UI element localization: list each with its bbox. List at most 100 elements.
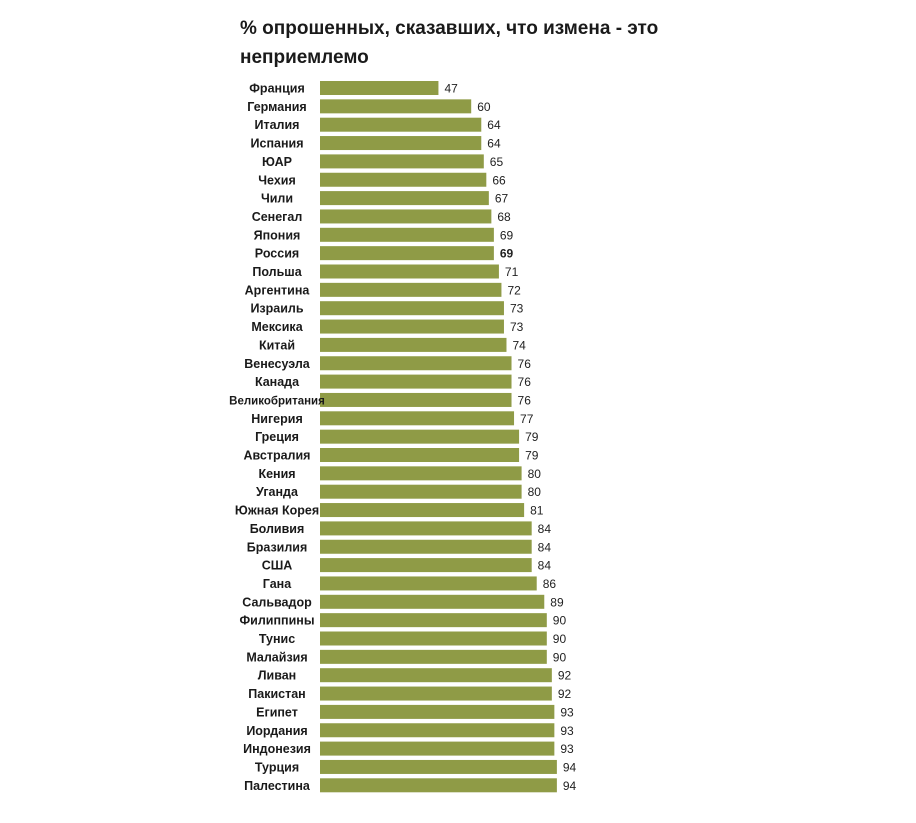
- category-label-сальвадор: Сальвадор: [242, 595, 312, 609]
- value-label-чехия: 66: [492, 173, 506, 187]
- category-label-боливия: Боливия: [250, 522, 305, 536]
- value-label-польша: 71: [505, 265, 519, 279]
- value-label-италия: 64: [487, 118, 501, 132]
- bar-израиль: [320, 301, 504, 316]
- value-label-уганда: 80: [528, 485, 542, 499]
- bar-австралия: [320, 448, 520, 462]
- value-label-малайзия: 90: [553, 650, 567, 664]
- bar-индонезия: [320, 741, 555, 756]
- bar-сальвадор: [320, 594, 545, 609]
- category-label-южная-корея: Южная Корея: [235, 504, 319, 518]
- category-label-сенегал: Сенегал: [252, 210, 303, 224]
- bars-group: [320, 81, 557, 793]
- value-label-кения: 80: [528, 467, 542, 481]
- value-label-аргентина: 72: [507, 283, 521, 297]
- bar-испания: [320, 136, 482, 151]
- bar-кения: [320, 466, 522, 481]
- value-labels: 47 60 64 64 65 66 67 68 69 69 71 72 73 73 74 76 76 76 77 79…: [444, 82, 576, 793]
- category-label-сша: США: [262, 559, 293, 573]
- category-label-ливан: Ливан: [258, 669, 296, 683]
- bar-южная-корея: [320, 503, 525, 518]
- category-label-бразилия: Бразилия: [247, 540, 308, 554]
- category-label-кения: Кения: [258, 467, 295, 481]
- value-label-палестина: 94: [563, 779, 577, 793]
- category-label-аргентина: Аргентина: [245, 283, 311, 297]
- value-label-южная-корея: 81: [530, 504, 544, 518]
- value-label-япония: 69: [500, 228, 514, 242]
- category-label-уганда: Уганда: [256, 485, 299, 499]
- bar-египет: [320, 704, 555, 719]
- chart-title: % опрошенных, сказавших, что измена - эт…: [240, 18, 659, 68]
- value-label-боливия: 84: [538, 522, 552, 536]
- category-label-китай: Китай: [259, 338, 295, 352]
- bar-мексика: [320, 319, 504, 334]
- value-label-иордания: 93: [560, 724, 574, 738]
- category-label-австралия: Австралия: [244, 449, 311, 463]
- category-label-япония: Япония: [254, 228, 301, 242]
- category-label-нигерия: Нигерия: [251, 412, 302, 426]
- value-label-канада: 76: [518, 375, 532, 389]
- bar-греция: [320, 429, 520, 444]
- value-label-ливан: 92: [558, 669, 572, 683]
- value-label-египет: 93: [560, 705, 574, 719]
- value-label-великобритания: 76: [518, 393, 532, 407]
- category-label-филиппины: Филиппины: [240, 614, 315, 628]
- bar-чили: [320, 191, 489, 206]
- value-label-испания: 64: [487, 137, 501, 151]
- value-label-сша: 84: [538, 559, 552, 573]
- category-label-гана: Гана: [263, 577, 292, 591]
- category-label-мексика: Мексика: [251, 320, 303, 334]
- bar-польша: [320, 264, 499, 279]
- category-label-германия: Германия: [247, 100, 306, 114]
- value-label-нигерия: 77: [520, 412, 534, 426]
- category-label-россия: Россия: [255, 247, 299, 261]
- category-label-тунис: Тунис: [259, 632, 295, 646]
- bar-гана: [320, 576, 537, 591]
- value-label-пакистан: 92: [558, 687, 572, 701]
- bar-канада: [320, 374, 512, 389]
- value-label-россия: 69: [500, 247, 514, 261]
- bar-уганда: [320, 484, 522, 499]
- bar-пакистан: [320, 686, 552, 701]
- bar-палестина: [320, 778, 557, 793]
- bar-юар: [320, 154, 484, 169]
- bar-нигерия: [320, 411, 515, 426]
- category-label-чехия: Чехия: [258, 173, 296, 187]
- value-label-юар: 65: [490, 155, 504, 169]
- bar-великобритания: [320, 392, 512, 407]
- category-label-франция: Франция: [249, 82, 304, 96]
- category-label-израиль: Израиль: [250, 302, 303, 316]
- category-label-чили: Чили: [261, 192, 293, 206]
- bar-венесуэла: [320, 356, 512, 371]
- value-label-китай: 74: [512, 338, 526, 352]
- category-label-великобритания: Великобритания: [229, 395, 325, 407]
- category-label-турция: Турция: [255, 760, 299, 774]
- value-label-израиль: 73: [510, 302, 524, 316]
- bar-япония: [320, 227, 494, 242]
- value-label-мексика: 73: [510, 320, 524, 334]
- value-label-сенегал: 68: [497, 210, 511, 224]
- value-label-турция: 94: [563, 760, 577, 774]
- bar-турция: [320, 759, 557, 774]
- value-label-филиппины: 90: [553, 614, 567, 628]
- bar-тунис: [320, 631, 547, 646]
- value-label-индонезия: 93: [560, 742, 574, 756]
- category-label-венесуэла: Венесуэла: [244, 357, 311, 371]
- category-label-польша: Польша: [252, 265, 302, 279]
- value-label-греция: 79: [525, 430, 539, 444]
- bar-сенегал: [320, 209, 492, 224]
- bar-аргентина: [320, 282, 502, 297]
- value-label-бразилия: 84: [538, 540, 552, 554]
- value-label-германия: 60: [477, 100, 491, 114]
- bar-россия: [320, 246, 494, 261]
- value-label-сальвадор: 89: [550, 595, 564, 609]
- bar-италия: [320, 117, 482, 132]
- bar-иордания: [320, 723, 555, 738]
- category-label-италия: Италия: [255, 118, 300, 132]
- category-labels: Франция Германия Италия Испания ЮАР Чехия Чили…: [229, 82, 325, 793]
- bar-малайзия: [320, 649, 547, 664]
- category-label-пакистан: Пакистан: [248, 687, 305, 701]
- bar-филиппины: [320, 613, 547, 628]
- category-label-юар: ЮАР: [262, 155, 292, 169]
